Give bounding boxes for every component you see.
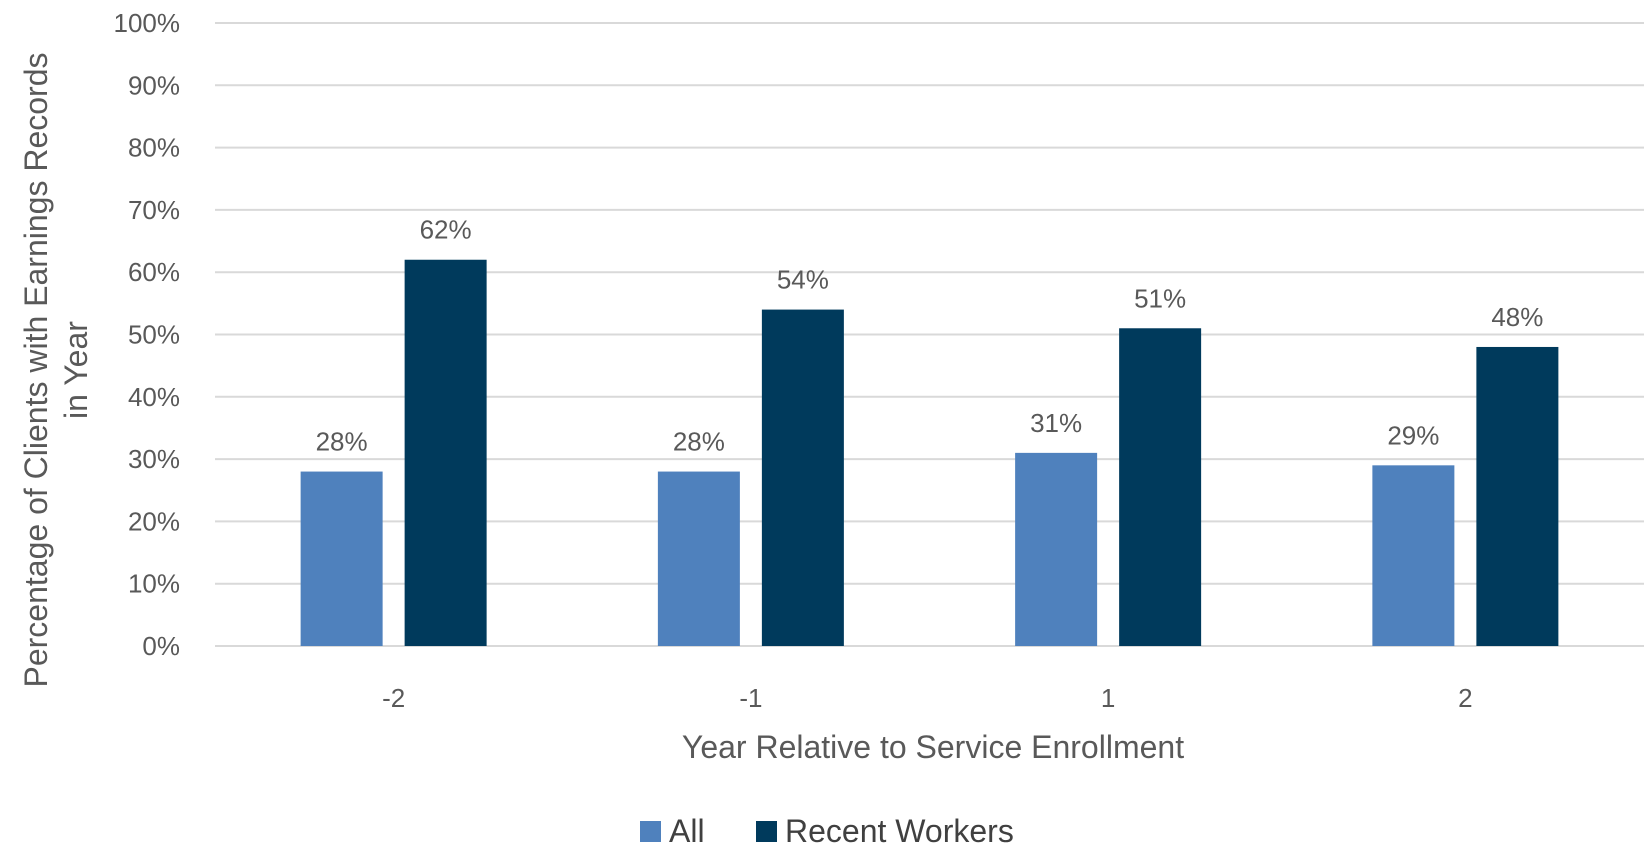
legend-label-all: All: [669, 813, 705, 846]
data-label-recent-workers: 62%: [420, 215, 472, 245]
y-tick-label: 20%: [128, 506, 180, 536]
legend: All Recent Workers: [640, 813, 1014, 846]
legend-swatch-all: [640, 821, 661, 842]
y-axis-title: Percentage of Clients with Earnings Reco…: [18, 53, 94, 688]
legend-label-recent-workers: Recent Workers: [785, 813, 1014, 846]
bar-recent-workers: [1119, 328, 1202, 646]
y-tick-label: 60%: [128, 257, 180, 287]
data-label-recent-workers: 48%: [1491, 302, 1543, 332]
y-axis-title-line-2: in Year: [58, 321, 94, 419]
bar-recent-workers: [404, 259, 487, 646]
data-label-all: 29%: [1387, 420, 1439, 450]
bar-all: [657, 471, 740, 646]
legend-swatch-recent-workers: [756, 821, 777, 842]
bar-all: [1015, 452, 1098, 646]
y-tick-label: 30%: [128, 444, 180, 474]
bar-recent-workers: [1476, 346, 1559, 646]
data-label-recent-workers: 54%: [777, 265, 829, 295]
y-tick-label: 10%: [128, 569, 180, 599]
y-tick-label: 0%: [142, 631, 180, 661]
y-axis-ticks: 0% 10% 20% 30% 40% 50% 60% 70% 80% 90% 100%: [114, 8, 181, 661]
y-tick-label: 40%: [128, 382, 180, 412]
x-tick-label: 2: [1458, 683, 1472, 713]
data-label-all: 31%: [1030, 408, 1082, 438]
bar-all: [1372, 465, 1455, 646]
bar-recent-workers: [761, 309, 844, 646]
x-tick-label: 1: [1101, 683, 1115, 713]
y-tick-label: 100%: [114, 8, 181, 38]
data-label-recent-workers: 51%: [1134, 283, 1186, 313]
y-tick-label: 90%: [128, 70, 180, 100]
x-tick-label: -2: [382, 683, 405, 713]
data-label-all: 28%: [673, 427, 725, 457]
bar-all: [300, 471, 383, 646]
x-axis-title: Year Relative to Service Enrollment: [682, 729, 1184, 765]
data-label-all: 28%: [316, 427, 368, 457]
x-tick-label: -1: [739, 683, 762, 713]
bars: [300, 259, 1559, 646]
y-tick-label: 50%: [128, 320, 180, 350]
y-tick-label: 70%: [128, 195, 180, 225]
y-axis-title-line-1: Percentage of Clients with Earnings Reco…: [18, 53, 54, 688]
x-axis-ticks: -2 -1 1 2: [382, 683, 1473, 713]
data-labels: 28% 62% 28% 54% 31% 51% 29% 48%: [316, 215, 1544, 457]
y-tick-label: 80%: [128, 133, 180, 163]
